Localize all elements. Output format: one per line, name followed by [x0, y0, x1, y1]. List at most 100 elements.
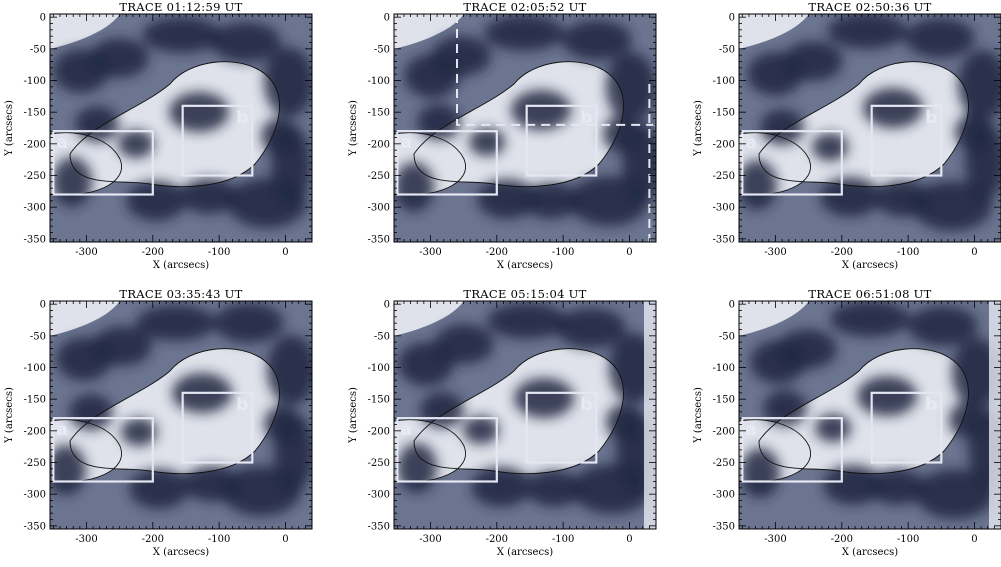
- panel-title: TRACE 02:05:52 UT: [463, 0, 586, 14]
- y-tick-label: -150: [24, 395, 46, 406]
- y-tick-label: -350: [713, 234, 735, 245]
- panel-title: TRACE 02:50:36 UT: [808, 0, 931, 14]
- y-tick-label: -50: [719, 331, 735, 342]
- region-label-a: a: [745, 420, 756, 440]
- y-tick-label: -250: [368, 458, 390, 469]
- region-box-a: [741, 417, 843, 483]
- y-tick-label: 0: [729, 300, 735, 311]
- x-tick-label: -100: [208, 534, 230, 545]
- y-tick-label: -100: [24, 363, 46, 374]
- x-tick-label: -200: [142, 247, 164, 258]
- panel-3: TRACE 02:50:36 UT a b -300 -200 -100 0 0 -50 -100…: [689, 0, 1001, 280]
- y-tick-label: -200: [368, 426, 390, 437]
- panel-6: TRACE 06:51:08 UT a b -300 -200 -100 0 0 -50 -100…: [689, 287, 1001, 567]
- region-label-b: b: [236, 108, 248, 128]
- y-tick-label: -200: [24, 426, 46, 437]
- panel-2: TRACE 02:05:52 UT a b -300 -200 -100 0 0 -50 -100…: [344, 0, 678, 280]
- y-tick-label: -50: [374, 331, 390, 342]
- y-tick-label: -250: [713, 171, 735, 182]
- solar-image: ab: [394, 301, 656, 529]
- x-tick-label: -200: [831, 534, 853, 545]
- y-tick-label: 0: [40, 300, 46, 311]
- region-box-a: [52, 130, 154, 196]
- panel-5: TRACE 05:15:04 UT a b -300 -200 -100 0 0 -50 -100…: [344, 287, 678, 567]
- region-box-a: [396, 130, 498, 196]
- x-axis-label: X (arcsecs): [153, 260, 209, 271]
- x-axis-label: X (arcsecs): [842, 260, 898, 271]
- y-axis-label: Y (arcsecs): [4, 387, 15, 444]
- y-tick-label: -300: [368, 490, 390, 501]
- y-tick-label: -100: [24, 76, 46, 87]
- y-tick-label: 0: [729, 13, 735, 24]
- y-tick-label: -150: [24, 108, 46, 119]
- plot-frame: [49, 13, 313, 243]
- y-tick-label: -350: [713, 521, 735, 532]
- y-axis-label: Y (arcsecs): [4, 100, 15, 157]
- panel-4: TRACE 03:35:43 UT a b -300 -200 -100 0 0 -50 -100…: [0, 287, 334, 567]
- y-tick-label: -50: [30, 44, 46, 55]
- y-tick-label: -350: [24, 234, 46, 245]
- region-box-b: [870, 104, 943, 177]
- y-tick-label: -50: [30, 331, 46, 342]
- region-box-b: [525, 104, 598, 177]
- region-label-a: a: [56, 420, 67, 440]
- plot-frame: [49, 300, 313, 530]
- region-box-b: [525, 391, 598, 464]
- x-tick-label: -200: [486, 247, 508, 258]
- region-label-b: b: [580, 108, 592, 128]
- x-axis-label: X (arcsecs): [497, 547, 553, 558]
- y-tick-label: 0: [384, 300, 390, 311]
- plot-frame: [738, 300, 1001, 530]
- x-tick-label: -100: [208, 247, 230, 258]
- y-tick-label: -50: [374, 44, 390, 55]
- plot-frame: [393, 13, 657, 243]
- region-box-a: [52, 417, 154, 483]
- region-box-b: [181, 391, 254, 464]
- region-label-b: b: [236, 395, 248, 415]
- y-tick-label: -150: [368, 108, 390, 119]
- y-tick-label: -250: [24, 171, 46, 182]
- y-tick-label: -200: [713, 139, 735, 150]
- region-box-b: [181, 104, 254, 177]
- x-tick-label: 0: [626, 534, 632, 545]
- y-tick-label: -250: [368, 171, 390, 182]
- x-axis-label: X (arcsecs): [153, 547, 209, 558]
- y-tick-label: 0: [384, 13, 390, 24]
- panel-title: TRACE 05:15:04 UT: [463, 287, 586, 301]
- region-label-b: b: [580, 395, 592, 415]
- y-tick-label: -350: [368, 521, 390, 532]
- x-tick-label: -300: [764, 534, 786, 545]
- region-label-b: b: [925, 108, 937, 128]
- x-tick-label: 0: [626, 247, 632, 258]
- y-tick-label: -100: [713, 363, 735, 374]
- x-tick-label: -300: [419, 247, 441, 258]
- x-tick-label: -100: [552, 247, 574, 258]
- y-axis-label: Y (arcsecs): [348, 387, 359, 444]
- x-tick-label: -200: [142, 534, 164, 545]
- y-tick-label: -300: [713, 203, 735, 214]
- x-tick-label: -200: [831, 247, 853, 258]
- region-label-a: a: [745, 133, 756, 153]
- panel-title: TRACE 03:35:43 UT: [119, 287, 242, 301]
- y-tick-label: -350: [368, 234, 390, 245]
- panel-1: TRACE 01:12:59 UT a b -300 -200 -100 0 0 -50 -100…: [0, 0, 334, 280]
- solar-image: ab: [50, 14, 312, 242]
- solar-image: ab: [50, 301, 312, 529]
- solar-image: ab: [394, 14, 656, 242]
- x-tick-label: -100: [897, 534, 919, 545]
- x-tick-label: 0: [282, 247, 288, 258]
- solar-image: ab: [739, 14, 1001, 242]
- solar-image: ab: [739, 301, 1001, 529]
- y-tick-label: -100: [368, 363, 390, 374]
- y-tick-label: -250: [713, 458, 735, 469]
- y-tick-label: -150: [713, 108, 735, 119]
- y-tick-label: -200: [24, 139, 46, 150]
- y-tick-label: -200: [713, 426, 735, 437]
- x-tick-label: 0: [282, 534, 288, 545]
- region-label-a: a: [56, 133, 67, 153]
- x-tick-label: -100: [897, 247, 919, 258]
